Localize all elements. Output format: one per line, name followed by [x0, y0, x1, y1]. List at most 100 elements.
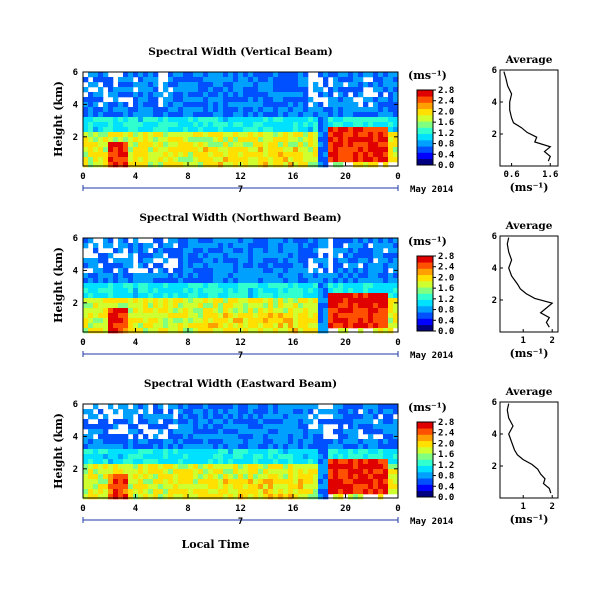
heatmap-cell: [128, 278, 134, 284]
heatmap-cell: [183, 162, 189, 168]
heatmap-cell: [353, 72, 359, 78]
heatmap-cell: [388, 92, 394, 98]
heatmap-cell: [383, 323, 389, 329]
x-tick-label: 20: [340, 338, 351, 348]
heatmap-cell: [343, 439, 349, 445]
heatmap-cell: [173, 102, 179, 108]
heatmap-cell: [388, 489, 394, 495]
heatmap-cell: [383, 102, 389, 108]
heatmap-cell: [298, 102, 304, 108]
heatmap-cell: [208, 434, 214, 440]
heatmap-cell: [223, 494, 229, 500]
heatmap-cell: [153, 313, 159, 319]
heatmap-cell: [238, 449, 244, 455]
colorbar-segment: [417, 299, 433, 307]
heatmap-cell: [293, 142, 299, 148]
heatmap-cell: [373, 288, 379, 294]
heatmap-cell: [203, 273, 209, 279]
heatmap-cell: [168, 303, 174, 309]
heatmap-cell: [363, 137, 369, 143]
heatmap-cell: [163, 494, 169, 500]
heatmap-cell: [223, 268, 229, 274]
heatmap-cell: [198, 147, 204, 153]
heatmap-cell: [103, 273, 109, 279]
heatmap-cell: [293, 479, 299, 485]
heatmap-cell: [378, 132, 384, 138]
heatmap-cell: [338, 298, 344, 304]
heatmap-cell: [158, 489, 164, 495]
heatmap-cell: [338, 318, 344, 324]
heatmap-cell: [198, 414, 204, 420]
heatmap-cell: [383, 449, 389, 455]
heatmap-cell: [103, 268, 109, 274]
heatmap-cell: [143, 97, 149, 103]
heatmap-cell: [363, 479, 369, 485]
heatmap-cell: [288, 107, 294, 113]
heatmap-cell: [298, 117, 304, 123]
x-tick-label: 16: [288, 172, 299, 182]
heatmap-cell: [348, 484, 354, 490]
heatmap-cell: [218, 147, 224, 153]
heatmap-cell: [388, 429, 394, 435]
heatmap-cell: [188, 147, 194, 153]
heatmap-cell: [183, 419, 189, 425]
heatmap-cell: [138, 278, 144, 284]
heatmap-cell: [238, 414, 244, 420]
heatmap-cell: [208, 127, 214, 133]
heatmap-cell: [88, 273, 94, 279]
heatmap-cell: [223, 313, 229, 319]
heatmap-cell: [233, 409, 239, 415]
heatmap-cell: [88, 263, 94, 269]
heatmap-cell: [243, 474, 249, 480]
heatmap-cell: [98, 419, 104, 425]
heatmap-cell: [263, 308, 269, 314]
heatmap-cell: [113, 494, 119, 500]
heatmap-cell: [368, 479, 374, 485]
heatmap-cell: [138, 323, 144, 329]
heatmap-cell: [173, 87, 179, 93]
heatmap-cell: [178, 263, 184, 269]
heatmap-cell: [178, 127, 184, 133]
heatmap-cell: [343, 404, 349, 410]
heatmap-cell: [323, 278, 329, 284]
heatmap-cell: [223, 419, 229, 425]
heatmap-cell: [383, 157, 389, 163]
heatmap-cell: [238, 489, 244, 495]
heatmap-cell: [178, 132, 184, 138]
heatmap-cell: [213, 238, 219, 244]
heatmap-cell: [188, 484, 194, 490]
heatmap-cell: [348, 303, 354, 309]
heatmap-cell: [188, 122, 194, 128]
heatmap-cell: [283, 127, 289, 133]
heatmap-cell: [193, 323, 199, 329]
heatmap-cell: [228, 459, 234, 465]
heatmap-cell: [173, 474, 179, 480]
heatmap-cell: [343, 303, 349, 309]
heatmap-cell: [233, 419, 239, 425]
heatmap-cell: [318, 293, 324, 299]
heatmap-cell: [213, 429, 219, 435]
heatmap-cell: [183, 112, 189, 118]
heatmap-cell: [88, 293, 94, 299]
heatmap-cell: [378, 293, 384, 299]
heatmap-cell: [118, 258, 124, 264]
heatmap-cell: [203, 97, 209, 103]
heatmap-cell: [138, 283, 144, 289]
heatmap-cell: [153, 97, 159, 103]
heatmap-cell: [128, 293, 134, 299]
heatmap-cell: [353, 434, 359, 440]
month-label: May 2014: [410, 351, 454, 361]
heatmap-cell: [393, 459, 399, 465]
heatmap-cell: [198, 474, 204, 480]
heatmap-cell: [118, 449, 124, 455]
heatmap-cell: [263, 92, 269, 98]
heatmap-cell: [98, 469, 104, 475]
heatmap-cell: [278, 97, 284, 103]
heatmap-cell: [358, 253, 364, 259]
heatmap-cell: [108, 102, 114, 108]
heatmap-cell: [338, 479, 344, 485]
heatmap-cell: [98, 424, 104, 430]
heatmap-cell: [328, 283, 334, 289]
heatmap-cell: [208, 77, 214, 83]
heatmap-cell: [143, 323, 149, 329]
